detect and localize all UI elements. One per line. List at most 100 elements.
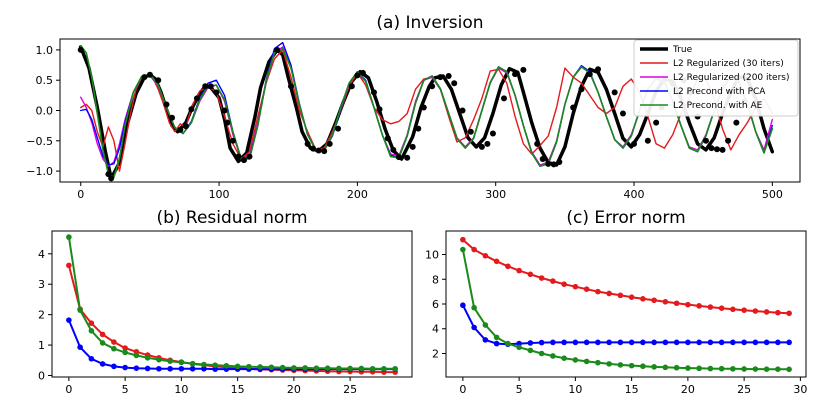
legend-label-pca: L2 Precond with PCA bbox=[673, 87, 766, 97]
error-ytick-label-0: 2 bbox=[432, 347, 439, 360]
residual-green-point bbox=[88, 327, 95, 334]
error-blue-point bbox=[572, 339, 579, 346]
error-xtick-label-5: 5 bbox=[516, 383, 523, 396]
observation-point bbox=[169, 114, 176, 121]
error-blue-point bbox=[640, 339, 646, 346]
error-xtick-label-20: 20 bbox=[681, 383, 695, 396]
residual-green-point bbox=[336, 365, 342, 372]
residual-blue-point bbox=[122, 364, 128, 371]
observation-point bbox=[202, 83, 209, 90]
observation-point bbox=[77, 46, 84, 53]
inversion-ytick-label-1: −0.5 bbox=[26, 135, 53, 148]
residual-green-point bbox=[279, 364, 286, 371]
residual-green-point bbox=[369, 365, 376, 372]
observation-point bbox=[177, 126, 184, 133]
residual-green-point bbox=[77, 307, 83, 313]
legend-label-ae: L2 Precond. with AE bbox=[673, 101, 763, 111]
error-series-blue bbox=[462, 304, 790, 346]
error-red-point bbox=[561, 281, 567, 288]
residual-green-point bbox=[302, 365, 308, 371]
error-green-point bbox=[741, 366, 747, 372]
error-green-point bbox=[583, 358, 590, 365]
error-blue-point bbox=[707, 339, 714, 346]
error-blue-point bbox=[775, 339, 781, 346]
observation-point bbox=[619, 110, 626, 117]
residual-blue-point bbox=[156, 365, 162, 372]
observation-point bbox=[326, 140, 333, 147]
observation-point bbox=[534, 140, 541, 147]
error-green-point bbox=[628, 362, 635, 369]
error-red-point bbox=[651, 297, 657, 304]
error-red-point bbox=[763, 309, 770, 315]
observation-point bbox=[235, 153, 242, 160]
observation-point bbox=[556, 159, 563, 166]
residual-green-point bbox=[246, 363, 252, 370]
error-red-point bbox=[617, 292, 624, 299]
residual-blue-point bbox=[133, 365, 140, 371]
panel-c-frame bbox=[445, 230, 807, 378]
observation-point bbox=[708, 145, 715, 152]
observation-point bbox=[409, 143, 416, 150]
error-green-point bbox=[685, 365, 691, 371]
panel-c-series bbox=[460, 236, 792, 373]
inversion-ytick-label-3: 0.5 bbox=[36, 74, 54, 87]
error-red-point bbox=[550, 278, 556, 284]
observation-point bbox=[304, 140, 311, 147]
error-red-point bbox=[460, 236, 466, 243]
observation-point bbox=[213, 89, 220, 96]
residual-red-point bbox=[66, 262, 72, 269]
error-blue-point bbox=[685, 339, 691, 346]
error-red-point bbox=[595, 288, 601, 295]
observation-point bbox=[719, 146, 726, 153]
observation-point bbox=[611, 89, 618, 96]
error-blue-point bbox=[673, 339, 680, 346]
error-ytick-label-2: 6 bbox=[432, 298, 439, 311]
error-green-point bbox=[516, 344, 522, 351]
error-green-point bbox=[752, 366, 759, 372]
residual-green-point bbox=[392, 365, 398, 372]
residual-xtick-label-10: 10 bbox=[174, 383, 188, 396]
error-blue-point bbox=[763, 339, 770, 346]
error-green-point bbox=[460, 246, 466, 253]
error-red-point bbox=[606, 290, 612, 297]
observation-point bbox=[163, 101, 170, 108]
error-green-point bbox=[527, 347, 534, 354]
observation-point bbox=[714, 146, 721, 153]
error-green-point bbox=[775, 366, 781, 373]
observation-point bbox=[512, 71, 519, 78]
observation-point bbox=[415, 125, 422, 132]
observation-point bbox=[420, 104, 427, 111]
residual-green-point bbox=[313, 365, 320, 371]
residual-green-point bbox=[324, 365, 331, 371]
observation-point bbox=[141, 74, 148, 81]
panel-c-ticks: 0 5 10 15 20 25 30 2 4 6 8 10 bbox=[425, 249, 807, 396]
residual-ytick-label-4: 4 bbox=[38, 248, 45, 261]
observation-point bbox=[644, 137, 651, 144]
residual-green-point bbox=[99, 340, 106, 346]
residual-green-point bbox=[167, 358, 173, 364]
error-green-point bbox=[707, 365, 714, 372]
observation-point bbox=[501, 95, 507, 102]
residual-green-point bbox=[111, 345, 117, 352]
residual-blue-point bbox=[144, 365, 151, 372]
observation-point bbox=[105, 171, 112, 178]
error-green-point bbox=[538, 350, 545, 357]
residual-green-point bbox=[358, 365, 365, 372]
error-blue-point bbox=[583, 339, 590, 346]
residual-red-point bbox=[88, 320, 95, 326]
error-blue-point bbox=[606, 339, 612, 346]
observation-point bbox=[390, 146, 397, 153]
error-red-point bbox=[493, 258, 500, 265]
residual-green-point bbox=[189, 360, 196, 367]
error-red-point bbox=[741, 307, 747, 313]
observation-point bbox=[108, 175, 115, 182]
error-red-point bbox=[786, 310, 792, 317]
legend-box bbox=[633, 39, 799, 117]
inversion-xtick-label-200: 200 bbox=[347, 188, 368, 201]
residual-blue-point bbox=[167, 365, 173, 372]
observation-point bbox=[478, 143, 485, 150]
error-blue-point bbox=[786, 339, 792, 346]
error-red-point bbox=[583, 286, 590, 292]
observation-point bbox=[207, 83, 214, 90]
observation-point bbox=[459, 107, 466, 114]
